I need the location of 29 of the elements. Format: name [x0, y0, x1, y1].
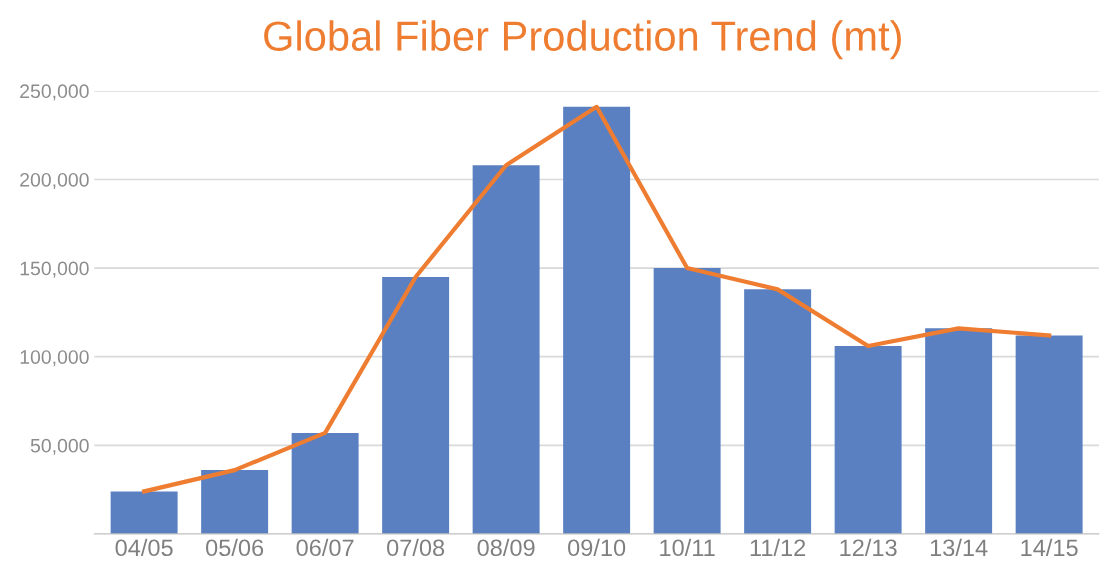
x-tick-label: 09/10 — [568, 538, 626, 557]
bar — [744, 289, 812, 534]
chart-title: Global Fiber Production Trend (mt) — [264, 20, 901, 60]
y-tick-label: 250,000 — [20, 84, 89, 101]
x-tick-label: 04/05 — [115, 538, 173, 557]
bar — [472, 165, 540, 534]
x-tick-label: 14/15 — [1021, 538, 1078, 557]
bar — [110, 491, 178, 534]
bar — [291, 432, 359, 534]
x-tick-label: 05/06 — [206, 538, 264, 557]
x-tick-label: 07/08 — [387, 538, 445, 557]
y-tick-label: 200,000 — [20, 172, 89, 190]
x-tick-label: 06/07 — [296, 538, 354, 557]
x-tick-label: 10/11 — [660, 538, 715, 557]
bar — [201, 470, 269, 534]
x-tick-label: 08/09 — [477, 538, 535, 557]
bar — [925, 328, 993, 534]
y-tick-label: 100,000 — [20, 350, 89, 367]
bar — [1015, 335, 1083, 534]
y-tick-label: 50,000 — [30, 438, 89, 455]
y-tick-label: 150,000 — [20, 261, 89, 278]
bar — [382, 276, 450, 534]
bar — [563, 106, 631, 534]
bar — [834, 346, 902, 534]
x-tick-label: 12/13 — [840, 538, 897, 557]
x-tick-label: 13/14 — [930, 538, 988, 557]
line-series — [142, 104, 1052, 494]
x-tick-label: 11/12 — [750, 538, 806, 557]
bar — [653, 268, 721, 534]
